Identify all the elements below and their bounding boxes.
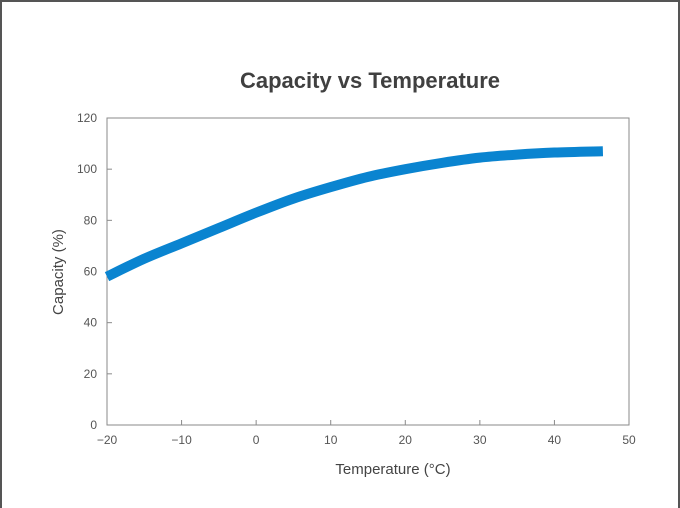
x-tick-label: −20 [97,433,118,447]
x-tick-label: 20 [399,433,413,447]
y-tick-label: 20 [84,367,98,381]
y-axis: 0 20 40 60 80 100 120 [77,111,112,432]
x-tick-label: −10 [171,433,192,447]
x-axis: −20 −10 0 10 20 30 40 50 [97,420,636,447]
x-tick-label: 0 [253,433,260,447]
y-axis-label: Capacity (%) [50,229,67,315]
x-axis-label: Temperature (°C) [335,461,450,478]
x-tick-label: 40 [548,433,562,447]
series-group [104,146,604,282]
capacity-series-line [104,146,604,282]
y-tick-label: 40 [84,316,98,330]
y-tick-label: 0 [90,418,97,432]
y-tick-label: 100 [77,162,97,176]
x-tick-label: 10 [324,433,338,447]
plot-area [106,117,630,426]
y-tick-label: 60 [84,265,98,279]
x-tick-label: 50 [622,433,636,447]
chart-title: Capacity vs Temperature [240,68,500,93]
x-tick-label: 30 [473,433,487,447]
y-tick-label: 80 [84,213,98,227]
y-tick-label: 120 [77,111,97,125]
